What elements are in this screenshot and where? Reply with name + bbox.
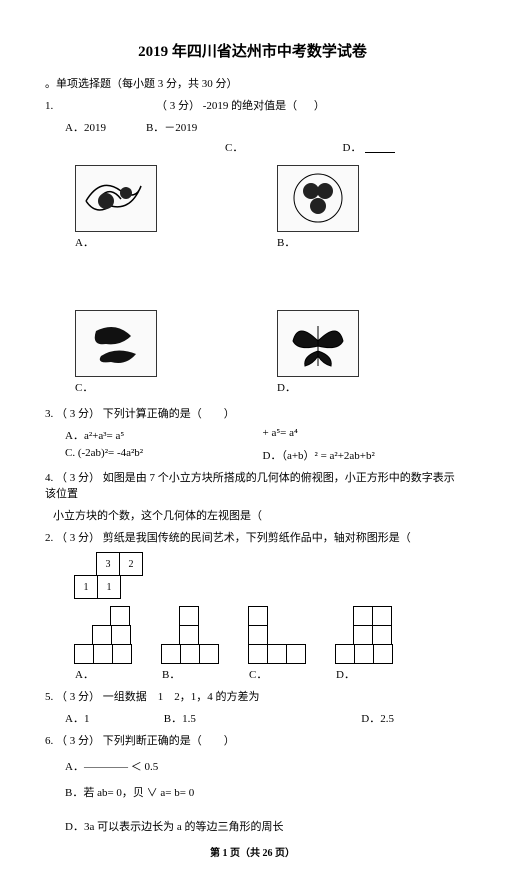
q4-net: 3211 [75, 553, 460, 599]
q6-num: 6. [45, 735, 53, 747]
net-cell: 2 [119, 552, 143, 576]
question-1: 1. （ 3 分） -2019 的绝对值是（ ） [45, 97, 460, 113]
q6-opt-d: D．3a 可以表示边长为 a 的等边三角形的周长 [65, 818, 460, 834]
q2-label-b: B． [277, 234, 295, 250]
q4-option-label: D． [336, 666, 355, 682]
q3-row2: C. (-2ab)²= -4a²b² D．（a+b）² = a²+2ab+b² [65, 447, 460, 463]
q2-image-grid: A． B． C． D． [75, 165, 460, 395]
page-footer: 第 1 页（共 26 页） [45, 844, 460, 859]
q3-opt-c: C. (-2ab)²= -4a²b² [65, 447, 263, 463]
q5-opt-d: D．2.5 [361, 710, 460, 726]
q2-img-a: A． [75, 165, 157, 250]
q2-num: 2. [45, 532, 53, 544]
q3-opt-ar: + a⁵= a⁴ [263, 427, 461, 443]
q3-opt-d: D．（a+b）² = a²+2ab+b² [263, 447, 461, 463]
q1-opt-a: A．2019 [65, 119, 106, 135]
q4-num: 4. [45, 472, 53, 484]
q1-opt-d: D． [343, 139, 461, 155]
q2-img-b: B． [277, 165, 359, 250]
q3-stem: 下列计算正确的是（ ） [103, 408, 235, 420]
q1-options-ab: A．2019 B．－2019 [65, 119, 460, 135]
q2-label-d: D． [277, 379, 296, 395]
q4-option-label: C． [249, 666, 267, 682]
q5-options: A．1 B．1.5 D．2.5 [65, 710, 460, 726]
q4-option: C． [249, 607, 306, 682]
circle-pattern-icon [283, 171, 353, 226]
q1-stem: -2019 的绝对值是（ [203, 100, 297, 112]
q4-option: A． [75, 607, 132, 682]
dragon-icon [81, 171, 151, 226]
q5-opt-c [263, 710, 362, 726]
blank-line [365, 142, 395, 153]
q6-opt-a: A．———— ＜ 0.5 [65, 758, 460, 774]
q5-opt-b: B．1.5 [164, 710, 263, 726]
q2-score: （ 3 分） [56, 532, 100, 544]
q2-label-c: C． [75, 379, 93, 395]
question-5: 5. （ 3 分） 一组数据 1 2，1，4 的方差为 [45, 688, 460, 704]
net-cell: 3 [96, 552, 120, 576]
q1-num: 1. [45, 100, 53, 112]
q5-score: （ 3 分） [56, 691, 100, 703]
q4-stem2: 小立方块的个数，这个几何体的左视图是（ [53, 507, 460, 523]
q4-option-label: A． [75, 666, 94, 682]
question-2: 2. （ 3 分） 剪纸是我国传统的民间艺术，下列剪纸作品中，轴对称图形是（ [45, 529, 460, 545]
net-cell [75, 553, 97, 575]
q5-opt-a: A．1 [65, 710, 164, 726]
butterfly-icon [283, 316, 353, 371]
q1-options-cd: C． D． [225, 139, 460, 155]
q3-row1: A．a²+a³= a⁵ + a⁵= a⁴ [65, 427, 460, 443]
q3-num: 3. [45, 408, 53, 420]
q4-score: （ 3 分） [56, 472, 100, 484]
q2-img-c: C． [75, 310, 157, 395]
q6-opt-b: B．若 ab= 0，贝 ∨ a= b= 0 [65, 784, 460, 800]
q4-option: D． [336, 607, 393, 682]
q5-stem: 一组数据 1 2，1，4 的方差为 [103, 691, 260, 703]
question-6: 6. （ 3 分） 下列判断正确的是（ ） [45, 732, 460, 748]
q1-paren: ） [300, 100, 328, 112]
fish-icon [81, 316, 151, 371]
q4-option: B． [162, 607, 219, 682]
q2-stem: 剪纸是我国传统的民间艺术，下列剪纸作品中，轴对称图形是（ [103, 532, 411, 544]
q1-opt-b: B．－2019 [146, 119, 197, 135]
net-cell: 1 [74, 575, 98, 599]
q4-option-label: B． [162, 666, 180, 682]
q5-num: 5. [45, 691, 53, 703]
q3-score: （ 3 分） [56, 408, 100, 420]
question-3: 3. （ 3 分） 下列计算正确的是（ ） [45, 405, 460, 421]
q3-opt-a: A．a²+a³= a⁵ [65, 427, 263, 443]
q2-img-d: D． [277, 310, 359, 395]
q6-score: （ 3 分） [56, 735, 100, 747]
page-title: 2019 年四川省达州市中考数学试卷 [45, 40, 460, 61]
net-cell [121, 576, 143, 598]
net-cell: 1 [97, 575, 121, 599]
q1-opt-c: C． [225, 139, 343, 155]
q4-stem1: 如图是由 7 个小立方块所搭成的几何体的俯视图，小正方形中的数字表示该位置 [45, 472, 455, 500]
question-4: 4. （ 3 分） 如图是由 7 个小立方块所搭成的几何体的俯视图，小正方形中的… [45, 469, 460, 501]
q2-label-a: A． [75, 234, 94, 250]
q4-options: A． B． C． D． [75, 607, 460, 682]
section-header: 。单项选择题（每小题 3 分，共 30 分） [45, 75, 460, 91]
q6-stem: 下列判断正确的是（ ） [103, 735, 235, 747]
q1-score: （ 3 分） [156, 100, 200, 112]
